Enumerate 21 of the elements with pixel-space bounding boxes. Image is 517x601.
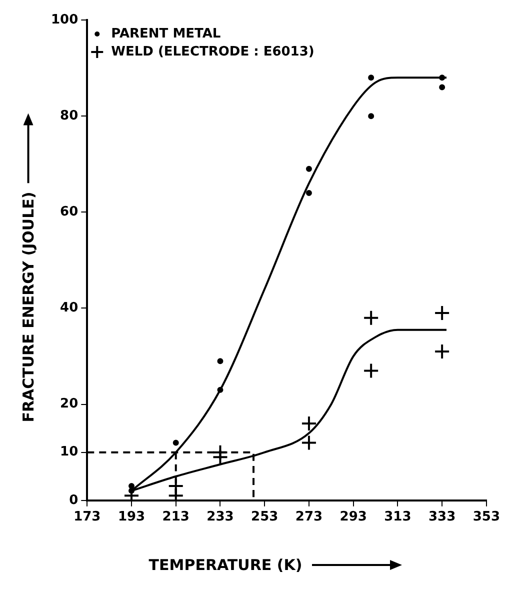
x-tick-label: 293 xyxy=(340,510,367,525)
x-tick-label: 253 xyxy=(251,510,278,525)
x-tick-label: 173 xyxy=(74,510,101,525)
legend-label: WELD (ELECTRODE : E6013) xyxy=(111,44,314,60)
y-tick-label: 80 xyxy=(60,108,78,124)
y-tick-label: 10 xyxy=(60,444,78,460)
x-tick-label: 313 xyxy=(384,510,412,525)
x-tick-label: 333 xyxy=(428,510,456,525)
x-axis-title: TEMPERATURE (K) xyxy=(148,556,302,574)
x-tick-label: 273 xyxy=(295,510,323,525)
x-tick-label: 233 xyxy=(206,510,234,525)
legend-label: PARENT METAL xyxy=(111,26,221,42)
y-tick-label: 60 xyxy=(60,204,78,220)
y-tick-label: 100 xyxy=(50,12,78,28)
y-tick-label: 40 xyxy=(60,300,78,316)
x-tick-label: 193 xyxy=(118,510,146,525)
x-tick-label: 353 xyxy=(472,510,500,525)
y-tick-label: 0 xyxy=(69,492,78,508)
x-tick-label: 213 xyxy=(162,510,190,525)
y-tick-label: 20 xyxy=(60,396,78,412)
y-axis-title: FRACTURE ENERGY (JOULE) xyxy=(19,192,38,422)
